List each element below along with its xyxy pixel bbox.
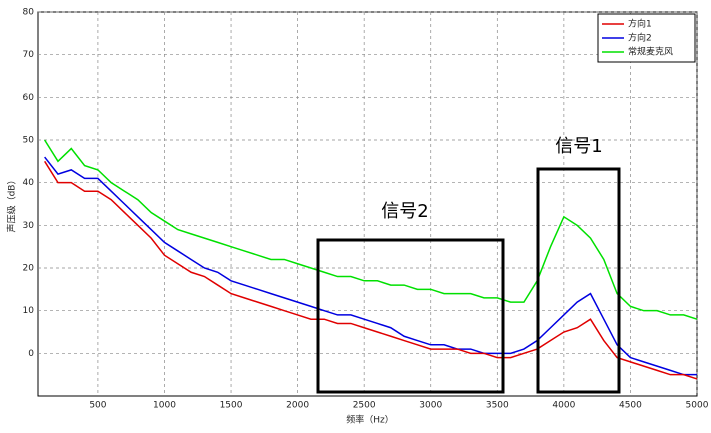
y-tick-label: 10 xyxy=(23,306,35,316)
y-tick-label: 70 xyxy=(23,50,35,60)
x-tick-label: 4500 xyxy=(619,401,642,411)
legend-label: 方向1 xyxy=(628,18,652,30)
series-line xyxy=(44,156,697,376)
signal2-box xyxy=(316,238,505,394)
series-line xyxy=(44,160,698,380)
series-line xyxy=(44,139,698,320)
x-tick-label: 2500 xyxy=(353,401,376,411)
y-axis-label: 声压级（dB） xyxy=(6,176,18,233)
y-tick-label: 30 xyxy=(23,221,35,231)
annotation: 信号2 xyxy=(381,201,428,222)
annotation: 信号1 xyxy=(555,136,602,157)
y-tick-label: 20 xyxy=(23,264,35,274)
plot-frame xyxy=(37,11,698,397)
y-tick-label: 50 xyxy=(23,136,35,146)
signal1-box xyxy=(536,167,621,394)
y-tick-label: 0 xyxy=(28,349,34,359)
legend-label: 常规麦克风 xyxy=(628,46,673,58)
x-tick-label: 1000 xyxy=(153,401,176,411)
x-axis-label: 频率（Hz） xyxy=(346,414,394,426)
x-tick-label: 5000 xyxy=(686,401,709,411)
legend-label: 方向2 xyxy=(628,32,652,44)
y-tick-label: 60 xyxy=(23,93,35,103)
y-tick-label: 80 xyxy=(23,8,35,18)
x-tick-label: 4000 xyxy=(552,401,575,411)
x-tick-label: 2000 xyxy=(286,401,309,411)
y-tick-label: 40 xyxy=(23,178,35,188)
x-tick-label: 3000 xyxy=(419,401,442,411)
x-tick-label: 3500 xyxy=(486,401,509,411)
x-tick-label: 1500 xyxy=(220,401,243,411)
x-tick-label: 500 xyxy=(89,401,106,411)
